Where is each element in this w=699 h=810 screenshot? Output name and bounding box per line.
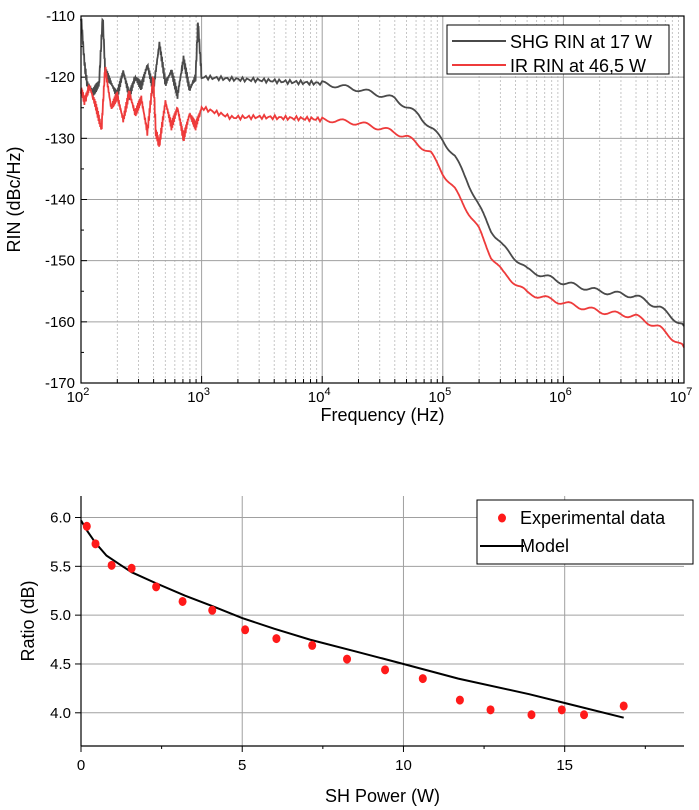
- x-tick-label: 106: [549, 386, 572, 406]
- x-tick-label: 104: [308, 386, 331, 406]
- x-tick-label: 5: [238, 757, 246, 774]
- y-tick-label: -130: [45, 130, 75, 147]
- data-point: [619, 701, 628, 711]
- legend-label: Experimental data: [520, 508, 666, 528]
- x-tick-exponent: 5: [445, 386, 451, 398]
- x-tick-label: 107: [670, 386, 693, 406]
- y-axis-label: Ratio (dB): [18, 580, 38, 661]
- y-axis-label: RIN (dBc/Hz): [4, 146, 24, 252]
- data-point: [241, 625, 250, 635]
- x-tick-base: 10: [308, 389, 325, 406]
- data-point: [580, 710, 589, 720]
- x-tick-label: 15: [556, 757, 573, 774]
- x-tick-exponent: 6: [566, 386, 572, 398]
- y-tick-label: 4.5: [50, 656, 71, 673]
- legend-box: [476, 499, 694, 565]
- x-tick-exponent: 7: [686, 386, 692, 398]
- y-tick-label: -170: [45, 375, 75, 392]
- x-tick-base: 10: [670, 389, 687, 406]
- x-axis-label: SH Power (W): [325, 786, 440, 806]
- x-tick-base: 10: [549, 389, 566, 406]
- y-tick-label: 5.5: [50, 558, 71, 575]
- y-tick-label: -150: [45, 253, 75, 270]
- data-point: [486, 705, 495, 715]
- y-tick-label: 5.0: [50, 607, 71, 624]
- legend: SHG RIN at 17 W IR RIN at 46,5 W: [446, 24, 670, 76]
- legend: Experimental data Model: [476, 499, 694, 565]
- legend-label: Model: [520, 536, 569, 556]
- ir-rin-line: [80, 66, 685, 348]
- y-tick-label: -140: [45, 192, 75, 209]
- data-point: [527, 710, 536, 720]
- y-tick-label: 4.0: [50, 705, 71, 722]
- x-tick-label: 0: [77, 757, 85, 774]
- data-point: [557, 705, 566, 715]
- x-tick-base: 10: [187, 389, 204, 406]
- plot-frame: [80, 15, 685, 384]
- data-point: [455, 695, 464, 705]
- x-axis-label: Frequency (Hz): [320, 405, 444, 425]
- x-tick-exponent: 2: [83, 386, 89, 398]
- y-tick-label: -110: [46, 8, 75, 25]
- data-point: [343, 654, 352, 664]
- data-point: [381, 665, 390, 675]
- data-point: [127, 563, 136, 573]
- y-tick-label: -160: [45, 314, 75, 331]
- x-tick-exponent: 4: [324, 386, 330, 398]
- data-point: [178, 596, 187, 606]
- data-point: [308, 640, 317, 650]
- data-point: [82, 521, 91, 531]
- y-tick-label: 6.0: [50, 509, 71, 526]
- data-point: [272, 634, 281, 644]
- x-tick-label: 105: [428, 386, 451, 406]
- x-tick-label: 10: [395, 757, 412, 774]
- x-tick-base: 10: [428, 389, 445, 406]
- data-point: [91, 539, 100, 549]
- data-point: [208, 605, 217, 615]
- x-tick-label: 102: [67, 386, 90, 406]
- x-tick-base: 10: [67, 389, 84, 406]
- data-point: [107, 560, 116, 570]
- x-tick-label: 103: [187, 386, 210, 406]
- ratio-chart: 0 5 10 15 4.0 4.5 5.0 5.5 6.0 Experimental data Mo…: [18, 496, 694, 806]
- x-tick-exponent: 3: [204, 386, 210, 398]
- model-line: [80, 519, 624, 719]
- legend-label: SHG RIN at 17 W: [510, 32, 652, 52]
- shg-rin-line: [80, 17, 685, 327]
- legend-marker: [498, 513, 506, 523]
- y-tick-label: -120: [45, 69, 75, 86]
- data-point: [418, 674, 427, 684]
- legend-label: IR RIN at 46,5 W: [510, 56, 646, 76]
- data-point: [152, 582, 161, 592]
